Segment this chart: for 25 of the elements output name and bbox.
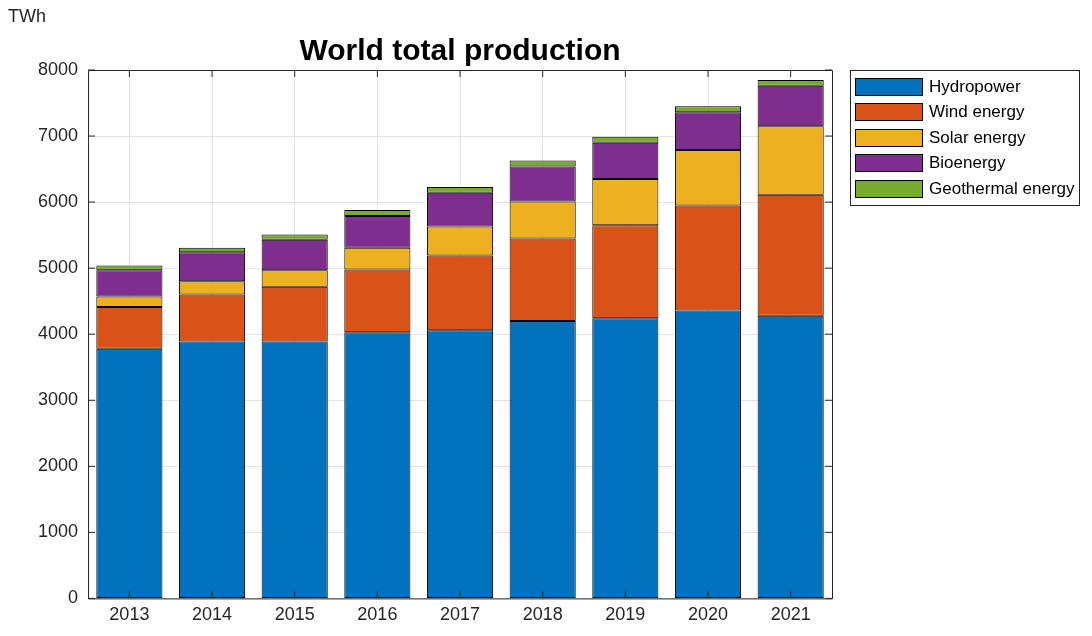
y-tick-label: 0 — [68, 587, 79, 608]
x-tick-label: 2020 — [687, 604, 729, 625]
x-tick-label: 2018 — [522, 604, 563, 625]
y-tick-label: 3000 — [38, 389, 79, 410]
y-tick-label: 5000 — [38, 257, 79, 278]
y-tick-label: 7000 — [38, 125, 79, 146]
y-tick-label: 2000 — [38, 455, 79, 476]
x-tick-label: 2014 — [192, 604, 233, 625]
x-tick-label: 2013 — [109, 604, 150, 625]
y-axis-title: TWh — [8, 5, 46, 26]
legend-label: Bioenergy — [929, 153, 1006, 174]
x-tick-label: 2021 — [770, 604, 811, 625]
x-tick-label: 2017 — [440, 604, 481, 625]
x-tick-label: 2016 — [357, 604, 398, 625]
legend-label: Hydropower — [929, 76, 1021, 97]
y-tick-label: 8000 — [38, 58, 79, 79]
x-tick-label: 2019 — [605, 604, 646, 625]
x-tick-label: 2015 — [274, 604, 315, 625]
chart-title: World total production — [299, 33, 621, 66]
legend-label: Geothermal energy — [929, 178, 1075, 199]
y-tick-label: 6000 — [38, 191, 79, 212]
legend-label: Wind energy — [929, 102, 1025, 123]
y-tick-label: 4000 — [38, 323, 79, 344]
y-tick-label: 1000 — [38, 521, 79, 542]
legend-label: Solar energy — [929, 127, 1026, 148]
